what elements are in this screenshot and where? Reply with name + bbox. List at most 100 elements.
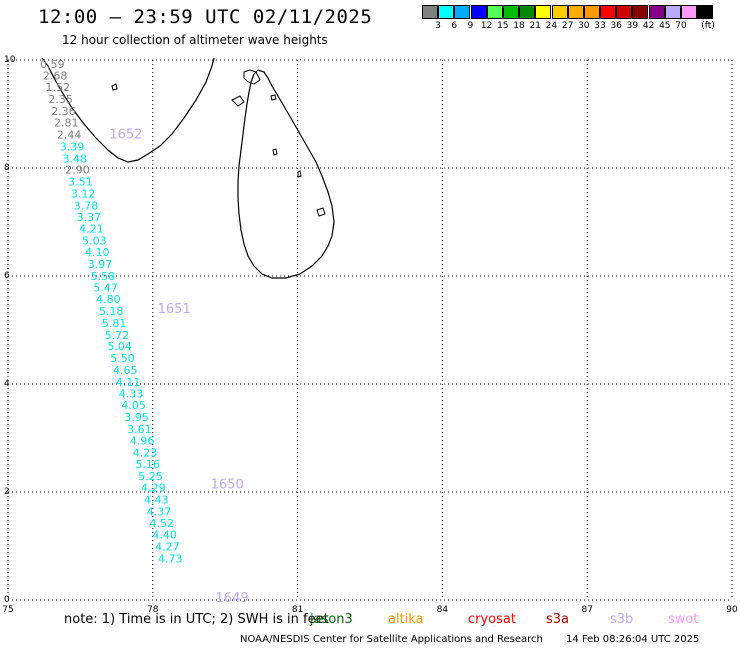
wave-height-label: 3.51 xyxy=(68,176,93,189)
small-island xyxy=(316,207,326,217)
legend-swatch xyxy=(648,5,665,19)
lat-tick-label: 6 xyxy=(4,271,10,281)
legend-swatch xyxy=(422,5,438,19)
wave-height-label: 4.27 xyxy=(155,541,180,554)
lat-tick-label: 10 xyxy=(4,55,16,65)
legend-label: 70 xyxy=(675,21,687,31)
wave-height-label: 4.73 xyxy=(158,552,183,565)
legend-label: 42 xyxy=(642,21,655,31)
legend-swatch xyxy=(567,5,584,19)
wave-height-label: 4.52 xyxy=(149,517,174,530)
wave-height-label: 0.59 xyxy=(40,58,65,71)
wave-height-label: 5.25 xyxy=(138,470,163,483)
pass-time-label: 1649 xyxy=(216,591,249,606)
wave-height-label: 4.23 xyxy=(133,447,158,460)
time-labels: 1652 1651 1650 1649 xyxy=(109,128,248,606)
wave-height-label: 5.47 xyxy=(93,281,118,294)
legend-swatch xyxy=(632,5,649,19)
wave-height-label: 4.80 xyxy=(96,293,121,306)
wave-height-label: 1.52 xyxy=(46,81,71,94)
wave-height-label: 3.12 xyxy=(71,187,96,200)
satellite-altika: altika xyxy=(388,612,424,627)
legend-swatch xyxy=(470,5,487,19)
legend-swatch xyxy=(681,5,697,19)
legend-labels: 3 6 9 12 15 18 21 24 27 30 33 36 39 42 45 70 (ft) xyxy=(422,19,715,33)
lon-tick-label: 75 xyxy=(2,605,13,615)
legend-label: 9 xyxy=(467,21,474,31)
wave-height-label: 4.11 xyxy=(116,376,141,389)
wave-height-label: 4.29 xyxy=(141,482,166,495)
legend-label: 36 xyxy=(610,21,622,31)
legend-label: 24 xyxy=(545,21,558,31)
pass-time-label: 1652 xyxy=(109,128,142,143)
wave-height-label: 5.03 xyxy=(82,234,107,247)
wave-height-label: 4.96 xyxy=(130,435,155,448)
wave-height-label: 4.40 xyxy=(152,529,177,542)
mannar-island xyxy=(231,95,245,107)
lon-tick-label: 81 xyxy=(292,605,303,615)
wave-height-label: 4.05 xyxy=(121,399,146,412)
legend-label: 15 xyxy=(497,21,509,31)
satellite-swot: swot xyxy=(668,612,699,627)
lon-tick-label: 87 xyxy=(581,605,592,615)
lon-tick-label: 84 xyxy=(437,605,449,615)
lon-tick-label: 90 xyxy=(726,605,738,615)
wave-height-label: 4.33 xyxy=(119,388,144,401)
satellite-jason3: jason3 xyxy=(310,612,353,627)
legend-swatch xyxy=(616,5,633,19)
wave-height-label: 5.50 xyxy=(110,352,135,365)
legend-swatch xyxy=(438,5,455,19)
pass-time-label: 1651 xyxy=(158,302,191,317)
page-subtitle: 12 hour collection of altimeter wave hei… xyxy=(62,33,328,47)
wave-height-label: 2.81 xyxy=(54,117,79,130)
generated-timestamp: 14 Feb 08:26:04 UTC 2025 xyxy=(566,634,700,645)
map-grid xyxy=(7,59,733,601)
legend-label: 39 xyxy=(626,21,639,31)
wave-height-label: 3.61 xyxy=(127,423,152,436)
small-island xyxy=(270,94,277,101)
legend-label: 45 xyxy=(659,21,671,31)
india-coastline xyxy=(41,57,215,163)
lat-tick-label: 4 xyxy=(4,379,10,389)
wave-height-label: 5.18 xyxy=(99,305,124,318)
wave-height-label: 4.65 xyxy=(113,364,137,377)
legend-swatch xyxy=(583,5,600,19)
legend-label: 12 xyxy=(480,21,493,31)
legend-label: 33 xyxy=(594,21,606,31)
axis-tick-labels: 75 78 81 84 87 90 10 8 6 4 2 0 xyxy=(2,55,738,615)
wave-height-label: 2.90 xyxy=(65,164,90,177)
legend-label: 18 xyxy=(513,21,525,31)
legend-label: 30 xyxy=(578,21,590,31)
wave-height-label: 3.39 xyxy=(60,140,85,153)
page-title: 12:00 – 23:59 UTC 02/11/2025 xyxy=(38,6,373,28)
wave-height-label: 5.16 xyxy=(135,458,160,471)
credit-line: NOAA/NESDIS Center for Satellite Applica… xyxy=(240,634,543,645)
legend-swatch xyxy=(551,5,568,19)
wave-height-label: 3.97 xyxy=(88,258,113,271)
legend-unit: (ft) xyxy=(701,21,715,31)
legend-swatch xyxy=(535,5,552,19)
sri-lanka-coastline xyxy=(237,69,335,279)
wave-height-label: 3.48 xyxy=(63,152,88,165)
wave-height-label: 3.78 xyxy=(74,199,99,212)
wave-height-label: 5.72 xyxy=(105,329,130,342)
satellite-s3a: s3a xyxy=(546,612,570,627)
legend-swatch xyxy=(600,5,617,19)
legend-swatch xyxy=(697,5,714,19)
legend-label: 6 xyxy=(451,21,458,31)
legend-label: 3 xyxy=(435,21,441,31)
legend-swatch xyxy=(502,5,519,19)
wave-height-label: 5.58 xyxy=(91,270,116,283)
altimeter-track: 0.592.681.522.352.362.812.443.393.482.90… xyxy=(40,58,183,566)
wave-height-label: 5.81 xyxy=(102,317,127,330)
wave-height-label: 4.43 xyxy=(144,494,169,507)
wave-height-label: 4.37 xyxy=(147,505,172,518)
jaffna-peninsula xyxy=(243,69,261,85)
legend-label: 21 xyxy=(529,21,541,31)
wave-height-label: 4.21 xyxy=(79,222,104,235)
lat-tick-label: 8 xyxy=(4,163,10,173)
legend-label: 27 xyxy=(561,21,574,31)
legend-swatch xyxy=(486,5,503,19)
lat-tick-label: 0 xyxy=(4,595,10,605)
